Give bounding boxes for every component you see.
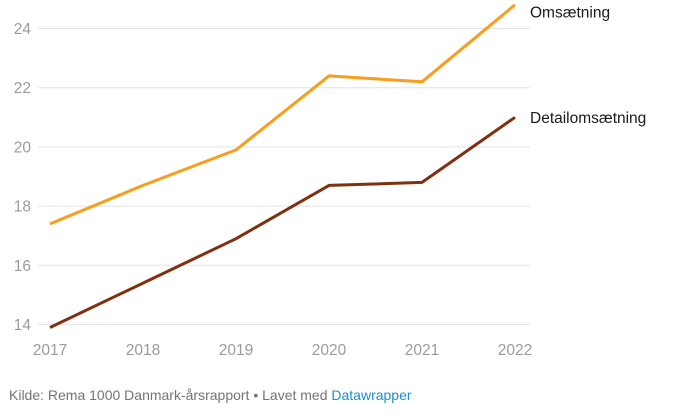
y-axis-tick-label: 16	[14, 258, 31, 275]
x-axis-tick-label: 2019	[219, 342, 253, 359]
y-axis-tick-label: 22	[14, 80, 31, 97]
y-axis-tick-label: 24	[14, 21, 32, 38]
chart-footer: Kilde: Rema 1000 Danmark-årsrapport • La…	[9, 387, 412, 403]
datawrapper-link[interactable]: Datawrapper	[331, 387, 412, 403]
series-label-detailomsaetning: Detailomsætning	[530, 110, 646, 127]
series-line-detailomsaetning	[49, 116, 516, 329]
x-axis-tick-label: 2020	[312, 342, 347, 359]
y-axis-tick-label: 14	[14, 317, 32, 334]
x-axis-tick-label: 2022	[498, 342, 532, 359]
x-axis-tick-label: 2021	[405, 342, 439, 359]
y-axis-tick-label: 18	[14, 199, 31, 216]
x-axis-tick-label: 2017	[33, 342, 67, 359]
series-line-omsaetning	[49, 3, 516, 226]
y-axis-tick-label: 20	[14, 139, 32, 156]
source-text: Kilde: Rema 1000 Danmark-årsrapport • La…	[9, 387, 332, 403]
x-axis-tick-label: 2018	[126, 342, 160, 359]
series-label-omsaetning: Omsætning	[530, 5, 610, 22]
